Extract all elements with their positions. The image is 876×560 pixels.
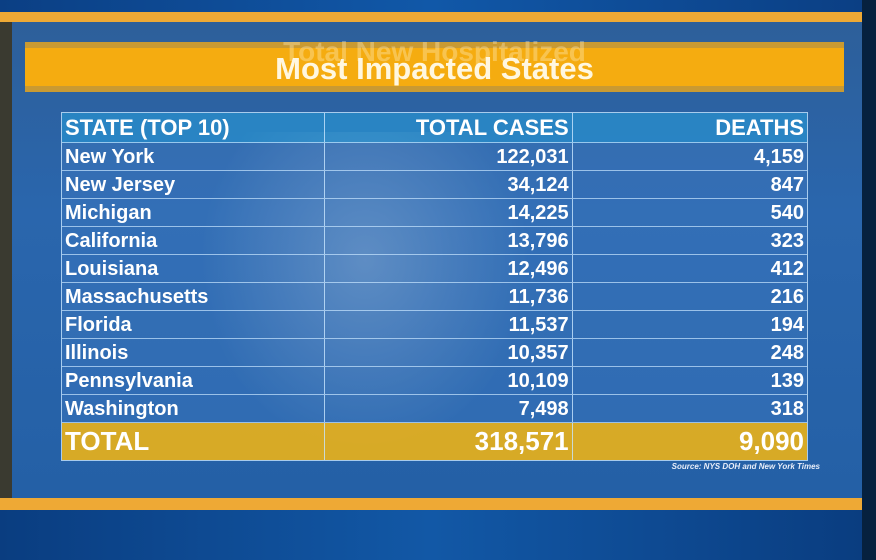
- deaths-cell: 323: [770, 230, 805, 252]
- cases-cell: 13,796: [325, 227, 573, 254]
- deaths-cell: 139: [770, 370, 805, 392]
- table-row: Florida 11,537 194: [62, 311, 807, 339]
- deaths-cell: DEATHS: [715, 115, 805, 140]
- deaths-cell: 318: [770, 398, 805, 420]
- title-bar: Total New Hospitalized Most Impacted Sta…: [25, 36, 844, 92]
- state-cell: Louisiana: [62, 255, 326, 282]
- states-table: STATE (TOP 10) TOTAL CASES DEATHS New York 1…: [61, 112, 808, 461]
- deaths-cell: 194: [770, 314, 805, 336]
- deaths-cell: 9,090: [738, 426, 805, 456]
- state-cell: STATE (TOP 10): [62, 113, 326, 142]
- cases-cell: 318,571: [325, 423, 573, 460]
- state-cell: Pennsylvania: [62, 367, 326, 394]
- table-row: Louisiana 12,496 412: [62, 255, 807, 283]
- deaths-cell: 412: [770, 258, 805, 280]
- table-row: Michigan 14,225 540: [62, 199, 807, 227]
- state-cell: Michigan: [62, 199, 326, 226]
- cases-cell: TOTAL CASES: [325, 113, 573, 142]
- background-photo: [200, 132, 530, 452]
- state-cell: Washington: [62, 395, 326, 422]
- state-cell: New York: [62, 143, 326, 170]
- cases-cell: 14,225: [325, 199, 573, 226]
- table-row: New Jersey 34,124 847: [62, 171, 807, 199]
- table-row: New York 122,031 4,159: [62, 143, 807, 171]
- cases-cell: 11,537: [325, 311, 573, 338]
- cases-cell: 12,496: [325, 255, 573, 282]
- deaths-cell: 248: [770, 342, 805, 364]
- total-row: TOTAL 318,571 9,090: [62, 423, 807, 460]
- deaths-cell: 540: [770, 202, 805, 224]
- table-header: STATE (TOP 10) TOTAL CASES DEATHS: [62, 113, 807, 143]
- right-edge: [862, 0, 876, 560]
- table-row: Massachusetts 11,736 216: [62, 283, 807, 311]
- cases-cell: 122,031: [325, 143, 573, 170]
- state-cell: New Jersey: [62, 171, 326, 198]
- table-row: California 13,796 323: [62, 227, 807, 255]
- top-orange-bar: [0, 12, 862, 22]
- bottom-orange-bar: [0, 498, 862, 510]
- deaths-cell: 847: [770, 174, 805, 196]
- state-cell: Illinois: [62, 339, 326, 366]
- cases-cell: 34,124: [325, 171, 573, 198]
- cases-cell: 11,736: [325, 283, 573, 310]
- table-row: Pennsylvania 10,109 139: [62, 367, 807, 395]
- deaths-cell: 216: [770, 286, 805, 308]
- left-edge: [0, 22, 12, 498]
- bottom-band: [0, 510, 862, 560]
- cases-cell: 10,109: [325, 367, 573, 394]
- cases-cell: 7,498: [325, 395, 573, 422]
- page-title: Most Impacted States: [275, 51, 594, 86]
- graphic-frame: [0, 22, 862, 498]
- state-cell: Florida: [62, 311, 326, 338]
- state-cell: Massachusetts: [62, 283, 326, 310]
- table-row: Illinois 10,357 248: [62, 339, 807, 367]
- source-note: Source: NYS DOH and New York Times: [671, 462, 820, 471]
- deaths-cell: 4,159: [753, 146, 805, 168]
- table-row: Washington 7,498 318: [62, 395, 807, 423]
- state-cell: TOTAL: [62, 423, 326, 460]
- state-cell: California: [62, 227, 326, 254]
- ghost-title: Total New Hospitalized: [283, 36, 586, 67]
- cases-cell: 10,357: [325, 339, 573, 366]
- top-band: [0, 0, 862, 12]
